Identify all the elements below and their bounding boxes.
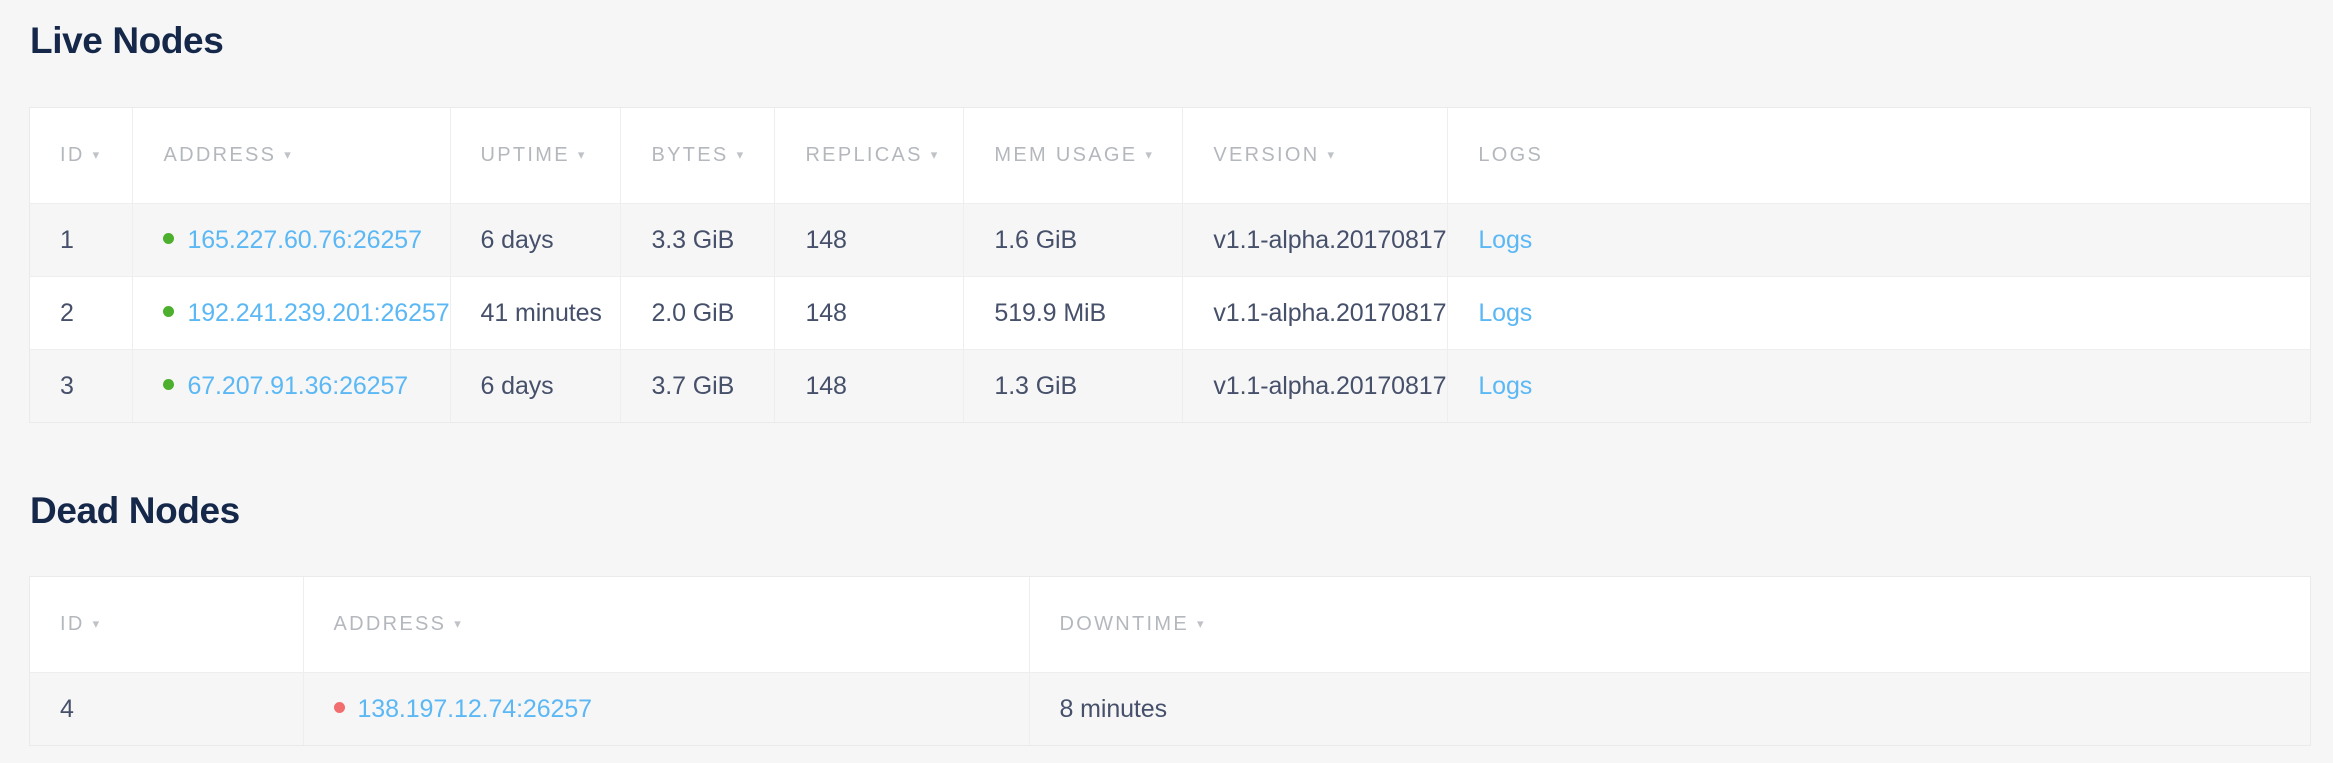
column-header-id-label: ID — [60, 144, 85, 166]
cell-replicas: 148 — [774, 349, 965, 422]
node-address-link[interactable]: 67.207.91.36:26257 — [187, 371, 409, 400]
cell-id: 2 — [30, 276, 134, 350]
cell-mem-usage: 1.3 GiB — [963, 349, 1184, 422]
column-header-logs: LOGS — [1447, 108, 2310, 204]
sort-caret-icon[interactable]: ▾ — [1197, 615, 1204, 631]
cell-version: v1.1-alpha.20170817 — [1182, 203, 1449, 277]
table-row[interactable]: 2 192.241.239.201:26257 41 minutes 2.0 G… — [30, 276, 2310, 350]
cell-replicas: 148 — [774, 276, 965, 350]
cell-mem-usage: 1.6 GiB — [963, 203, 1184, 277]
dead-nodes-title: Dead Nodes — [30, 490, 240, 531]
cell-version: v1.1-alpha.20170817 — [1182, 349, 1449, 422]
cell-id: 1 — [30, 203, 134, 277]
column-header-version[interactable]: VERSION ▾ — [1182, 108, 1449, 204]
cell-uptime: 6 days — [450, 203, 622, 277]
sort-caret-icon[interactable]: ▾ — [736, 146, 744, 162]
dead-nodes-table-head: ID ▾ ADDRESS ▾ DOWNTIME ▾ — [30, 577, 2310, 673]
sort-caret-icon[interactable]: ▾ — [1327, 146, 1335, 162]
sort-caret-icon[interactable]: ▾ — [454, 615, 461, 631]
sort-caret-icon[interactable]: ▾ — [930, 146, 938, 162]
cell-logs: Logs — [1447, 349, 2310, 422]
table-row[interactable]: 4 138.197.12.74:26257 8 minutes — [30, 672, 2310, 745]
cell-bytes: 3.3 GiB — [620, 203, 776, 277]
dead-nodes-table-container: ID ▾ ADDRESS ▾ DOWNTIME ▾ 4 138.197.12.74:2… — [30, 577, 2310, 745]
cell-uptime: 6 days — [450, 349, 622, 422]
node-address-link[interactable]: 138.197.12.74:26257 — [357, 694, 593, 723]
column-header-downtime[interactable]: DOWNTIME ▾ — [1029, 577, 2310, 673]
cell-logs: Logs — [1447, 276, 2310, 350]
dead-nodes-header-row: ID ▾ ADDRESS ▾ DOWNTIME ▾ — [30, 577, 2310, 673]
column-header-replicas-label: REPLICAS — [805, 144, 923, 166]
column-header-id[interactable]: ID ▾ — [30, 108, 134, 204]
sort-caret-icon[interactable]: ▾ — [92, 615, 100, 631]
column-header-id[interactable]: ID ▾ — [30, 577, 304, 673]
dead-nodes-table-body: 4 138.197.12.74:26257 8 minutes — [30, 672, 2310, 745]
node-address-link[interactable]: 165.227.60.76:26257 — [187, 225, 422, 254]
cell-address: 192.241.239.201:26257 — [132, 276, 451, 350]
column-header-mem-usage-label: MEM USAGE — [994, 144, 1138, 166]
table-row[interactable]: 3 67.207.91.36:26257 6 days 3.7 GiB 148 … — [30, 349, 2310, 422]
cell-version: v1.1-alpha.20170817 — [1182, 276, 1449, 350]
column-header-mem-usage[interactable]: MEM USAGE ▾ — [963, 108, 1184, 204]
live-status-dot-icon — [163, 233, 175, 245]
dead-status-dot-icon — [333, 702, 345, 714]
dead-nodes-table: ID ▾ ADDRESS ▾ DOWNTIME ▾ 4 138.197.12.74:2… — [30, 577, 2310, 745]
sort-caret-icon[interactable]: ▾ — [284, 146, 291, 162]
column-header-address-label: ADDRESS — [333, 613, 447, 635]
column-header-bytes[interactable]: BYTES ▾ — [620, 108, 776, 204]
live-nodes-title: Live Nodes — [30, 20, 224, 61]
cell-address: 67.207.91.36:26257 — [132, 349, 451, 422]
live-status-dot-icon — [163, 379, 175, 391]
live-nodes-table-container: ID ▾ ADDRESS ▾ UPTIME ▾ BYTES ▾ REPLICAS ▾ ME… — [30, 108, 2310, 422]
live-nodes-table-body: 1 165.227.60.76:26257 6 days 3.3 GiB 148… — [30, 203, 2310, 422]
cell-replicas: 148 — [774, 203, 965, 277]
column-header-version-label: VERSION — [1213, 144, 1320, 166]
column-header-address-label: ADDRESS — [163, 144, 277, 166]
sort-caret-icon[interactable]: ▾ — [92, 146, 100, 162]
logs-link[interactable]: Logs — [1478, 225, 1533, 254]
live-nodes-table-head: ID ▾ ADDRESS ▾ UPTIME ▾ BYTES ▾ REPLICAS ▾ ME… — [30, 108, 2310, 204]
column-header-uptime-label: UPTIME — [480, 144, 570, 166]
live-nodes-header-row: ID ▾ ADDRESS ▾ UPTIME ▾ BYTES ▾ REPLICAS ▾ ME… — [30, 108, 2310, 204]
sort-caret-icon[interactable]: ▾ — [577, 146, 585, 162]
cell-mem-usage: 519.9 MiB — [963, 276, 1184, 350]
cell-downtime: 8 minutes — [1029, 672, 2310, 745]
column-header-replicas[interactable]: REPLICAS ▾ — [774, 108, 965, 204]
table-row[interactable]: 1 165.227.60.76:26257 6 days 3.3 GiB 148… — [30, 203, 2310, 277]
logs-link[interactable]: Logs — [1478, 371, 1533, 400]
live-nodes-table: ID ▾ ADDRESS ▾ UPTIME ▾ BYTES ▾ REPLICAS ▾ ME… — [30, 108, 2310, 422]
cell-logs: Logs — [1447, 203, 2310, 277]
cell-address: 138.197.12.74:26257 — [303, 672, 1030, 745]
node-address-link[interactable]: 192.241.239.201:26257 — [187, 298, 450, 327]
cell-address: 165.227.60.76:26257 — [132, 203, 451, 277]
cell-id: 3 — [30, 349, 134, 422]
column-header-id-label: ID — [60, 613, 85, 635]
column-header-downtime-label: DOWNTIME — [1059, 613, 1189, 635]
cell-id: 4 — [30, 672, 304, 745]
column-header-address[interactable]: ADDRESS ▾ — [132, 108, 451, 204]
sort-caret-icon[interactable]: ▾ — [1145, 146, 1152, 162]
cell-uptime: 41 minutes — [450, 276, 622, 350]
live-status-dot-icon — [163, 306, 175, 318]
cell-bytes: 3.7 GiB — [620, 349, 776, 422]
column-header-address[interactable]: ADDRESS ▾ — [303, 577, 1030, 673]
column-header-uptime[interactable]: UPTIME ▾ — [450, 108, 622, 204]
column-header-bytes-label: BYTES — [651, 144, 729, 166]
logs-link[interactable]: Logs — [1478, 298, 1533, 327]
cell-bytes: 2.0 GiB — [620, 276, 776, 350]
column-header-logs-label: LOGS — [1478, 144, 1544, 166]
